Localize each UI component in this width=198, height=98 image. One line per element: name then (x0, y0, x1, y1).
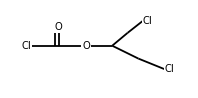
Text: O: O (82, 41, 90, 51)
Text: Cl: Cl (21, 41, 31, 51)
Text: O: O (55, 22, 62, 32)
Text: Cl: Cl (164, 64, 174, 74)
Text: Cl: Cl (143, 16, 153, 26)
